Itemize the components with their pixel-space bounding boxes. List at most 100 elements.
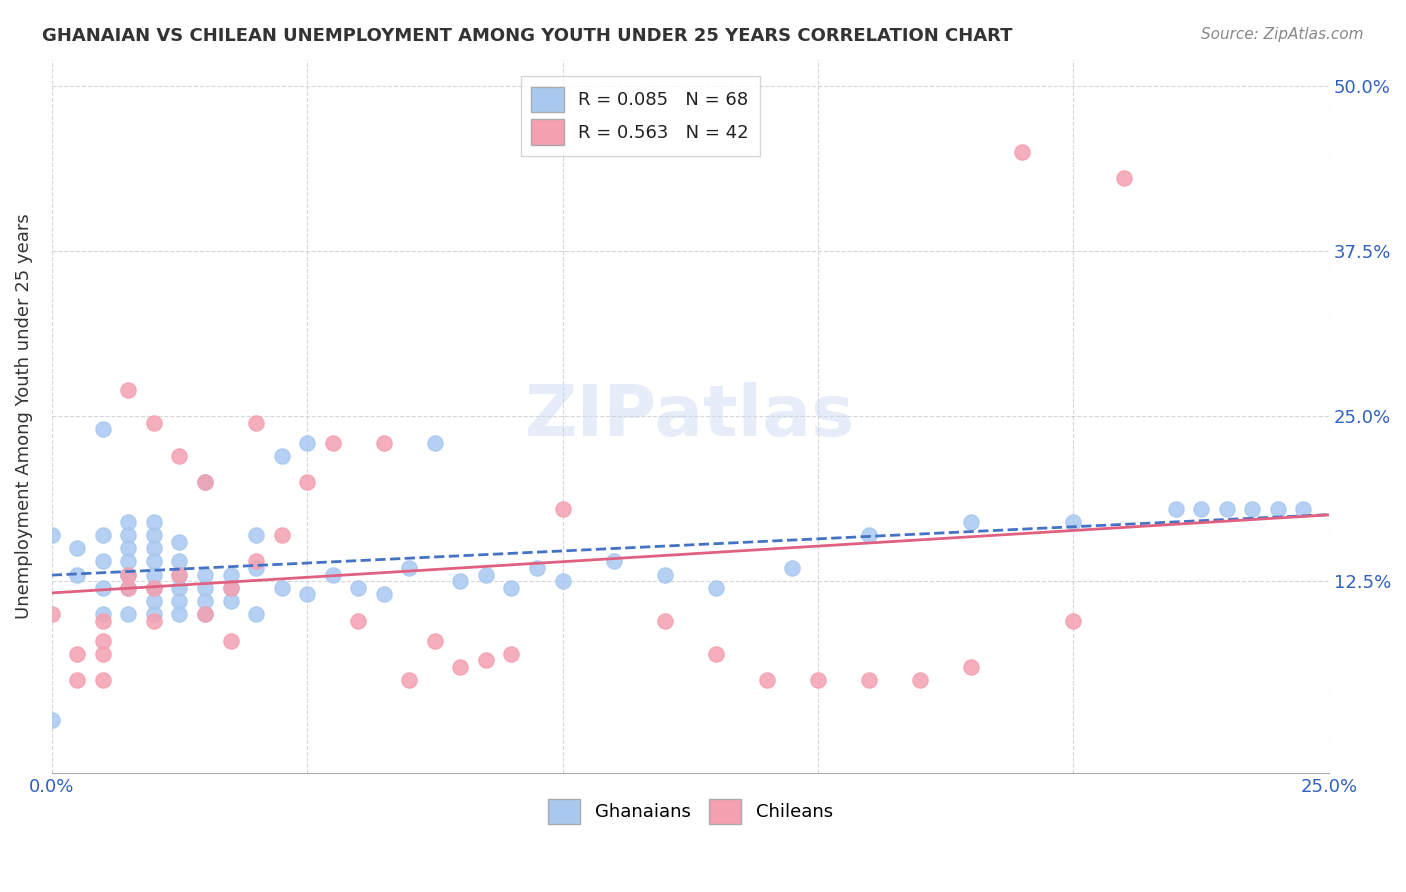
Point <box>501 581 523 595</box>
Point <box>142 416 165 430</box>
Point <box>347 581 370 595</box>
Point <box>373 587 395 601</box>
Point <box>270 581 292 595</box>
Point <box>322 435 344 450</box>
Point <box>91 581 114 595</box>
Point <box>194 567 217 582</box>
Point <box>66 567 89 582</box>
Point <box>117 515 139 529</box>
Point <box>1062 614 1084 628</box>
Point <box>960 660 983 674</box>
Point <box>194 594 217 608</box>
Point <box>169 567 191 582</box>
Point <box>219 633 242 648</box>
Point <box>1164 501 1187 516</box>
Point <box>169 554 191 568</box>
Point <box>1062 515 1084 529</box>
Point <box>169 449 191 463</box>
Point <box>1011 145 1033 159</box>
Point <box>270 449 292 463</box>
Point <box>117 567 139 582</box>
Point <box>142 581 165 595</box>
Point <box>142 581 165 595</box>
Point <box>526 561 548 575</box>
Point <box>501 647 523 661</box>
Point <box>66 647 89 661</box>
Point <box>295 435 318 450</box>
Point <box>449 660 471 674</box>
Legend: Ghanaians, Chileans: Ghanaians, Chileans <box>537 788 844 835</box>
Point <box>654 567 676 582</box>
Point <box>858 673 880 688</box>
Point <box>423 435 446 450</box>
Point <box>91 673 114 688</box>
Point <box>169 581 191 595</box>
Point <box>41 528 63 542</box>
Point <box>1241 501 1264 516</box>
Point <box>755 673 778 688</box>
Point <box>219 581 242 595</box>
Point <box>117 567 139 582</box>
Point <box>219 567 242 582</box>
Point <box>91 554 114 568</box>
Y-axis label: Unemployment Among Youth under 25 years: Unemployment Among Youth under 25 years <box>15 213 32 619</box>
Point <box>142 567 165 582</box>
Point <box>295 475 318 490</box>
Point <box>91 633 114 648</box>
Point <box>1292 501 1315 516</box>
Point <box>117 541 139 556</box>
Point <box>142 515 165 529</box>
Point <box>1215 501 1237 516</box>
Point <box>1189 501 1212 516</box>
Point <box>602 554 624 568</box>
Point <box>194 607 217 622</box>
Point <box>91 647 114 661</box>
Point <box>475 653 498 667</box>
Point <box>908 673 931 688</box>
Point <box>142 614 165 628</box>
Point <box>219 581 242 595</box>
Point <box>142 607 165 622</box>
Point <box>398 561 420 575</box>
Point <box>169 594 191 608</box>
Point <box>858 528 880 542</box>
Point <box>117 581 139 595</box>
Point <box>398 673 420 688</box>
Point <box>117 528 139 542</box>
Point <box>117 607 139 622</box>
Text: GHANAIAN VS CHILEAN UNEMPLOYMENT AMONG YOUTH UNDER 25 YEARS CORRELATION CHART: GHANAIAN VS CHILEAN UNEMPLOYMENT AMONG Y… <box>42 27 1012 45</box>
Point <box>347 614 370 628</box>
Point <box>66 673 89 688</box>
Point <box>142 541 165 556</box>
Point <box>194 607 217 622</box>
Point <box>551 501 574 516</box>
Point <box>270 528 292 542</box>
Point <box>245 416 267 430</box>
Point <box>219 594 242 608</box>
Point <box>194 475 217 490</box>
Text: ZIPatlas: ZIPatlas <box>526 382 855 450</box>
Point <box>1114 171 1136 186</box>
Point <box>91 607 114 622</box>
Text: Source: ZipAtlas.com: Source: ZipAtlas.com <box>1201 27 1364 42</box>
Point <box>91 614 114 628</box>
Point <box>960 515 983 529</box>
Point <box>654 614 676 628</box>
Point <box>142 554 165 568</box>
Point <box>245 561 267 575</box>
Point <box>117 554 139 568</box>
Point <box>169 534 191 549</box>
Point <box>423 633 446 648</box>
Point <box>169 607 191 622</box>
Point <box>91 422 114 436</box>
Point <box>551 574 574 589</box>
Point <box>194 475 217 490</box>
Point <box>91 528 114 542</box>
Point <box>117 383 139 397</box>
Point <box>322 567 344 582</box>
Point <box>475 567 498 582</box>
Point <box>117 581 139 595</box>
Point <box>194 581 217 595</box>
Point <box>169 567 191 582</box>
Point <box>1267 501 1289 516</box>
